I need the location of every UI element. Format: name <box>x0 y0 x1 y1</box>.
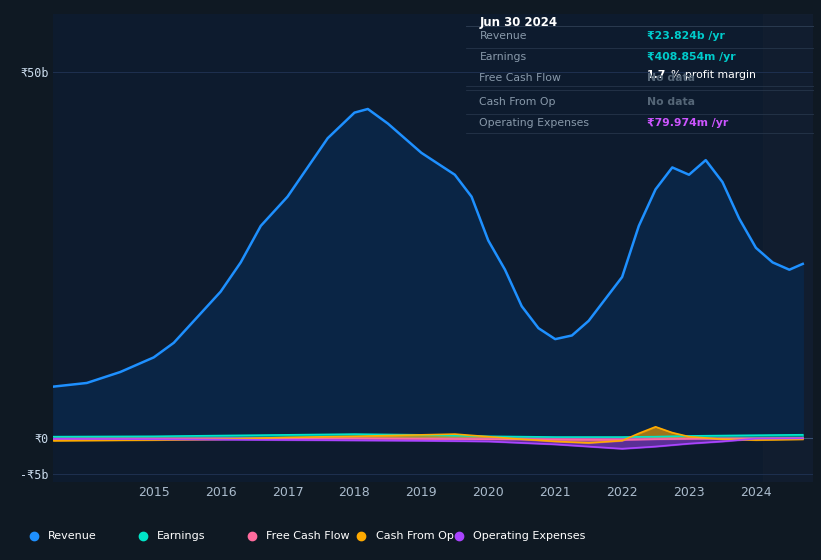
Text: Cash From Op: Cash From Op <box>376 531 453 541</box>
Text: Revenue: Revenue <box>479 31 527 41</box>
Text: No data: No data <box>647 97 695 107</box>
Text: Free Cash Flow: Free Cash Flow <box>266 531 350 541</box>
Text: Operating Expenses: Operating Expenses <box>479 118 589 128</box>
Text: ₹23.824b /yr: ₹23.824b /yr <box>647 31 725 41</box>
Text: No data: No data <box>647 73 695 83</box>
Text: Operating Expenses: Operating Expenses <box>474 531 585 541</box>
Text: Earnings: Earnings <box>479 52 526 62</box>
Text: 1.7: 1.7 <box>647 70 667 80</box>
Text: ₹408.854m /yr: ₹408.854m /yr <box>647 52 736 62</box>
Text: Free Cash Flow: Free Cash Flow <box>479 73 562 83</box>
Text: % profit margin: % profit margin <box>672 70 756 80</box>
Text: Earnings: Earnings <box>157 531 206 541</box>
Text: Cash From Op: Cash From Op <box>479 97 556 107</box>
Text: Jun 30 2024: Jun 30 2024 <box>479 16 557 29</box>
Bar <box>763 14 813 482</box>
Text: Revenue: Revenue <box>48 531 97 541</box>
Text: ₹79.974m /yr: ₹79.974m /yr <box>647 118 728 128</box>
